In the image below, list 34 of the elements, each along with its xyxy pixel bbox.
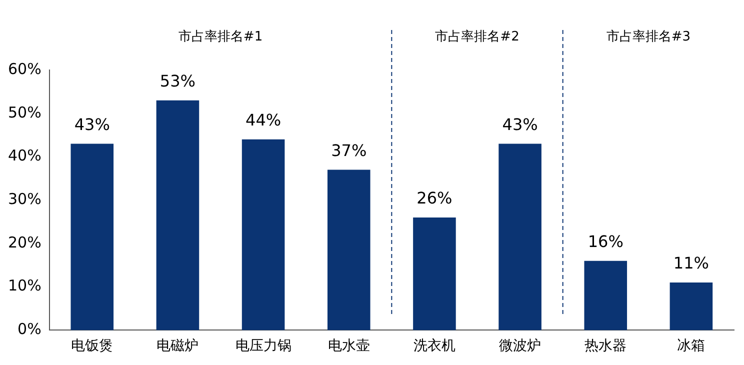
y-tick-label: 60% [8,60,42,78]
x-tick-label: 电饭煲 [71,338,114,354]
bar [242,139,285,330]
data-label: 11% [673,254,709,273]
y-tick-label: 0% [18,320,42,338]
y-tick-label: 10% [8,276,42,295]
x-tick-label: 电磁炉 [156,338,199,354]
text: 市占率排名#3 [606,28,691,44]
y-tick-label: 50% [8,103,42,122]
y-tick-label: 30% [8,190,42,208]
y-tick-label: 40% [8,146,42,165]
data-label: 43% [74,114,110,134]
bar [584,260,628,330]
data-label: 26% [416,188,452,208]
x-tick-label: 冰箱 [677,338,706,354]
data-label: 16% [588,232,624,251]
bar [413,217,456,330]
bar [70,144,114,330]
x-tick-label: 热水器 [584,338,627,354]
data-label: 43% [502,114,538,134]
x-tick-label: 洗衣机 [413,338,456,354]
bar [670,282,713,330]
data-label: 53% [160,72,196,91]
x-tick-label: 微波炉 [499,338,542,354]
text: 市占率排名#1 [178,28,263,44]
bar [327,170,370,330]
data-label: 37% [331,140,367,160]
x-tick-label: 电水壶 [328,338,370,354]
x-tick-label: 电压力锅 [235,338,292,354]
data-label: 44% [246,110,282,130]
bar [156,100,200,330]
bar [498,144,542,330]
text: 市占率排名#2 [435,28,520,44]
y-tick-label: 20% [8,233,42,252]
